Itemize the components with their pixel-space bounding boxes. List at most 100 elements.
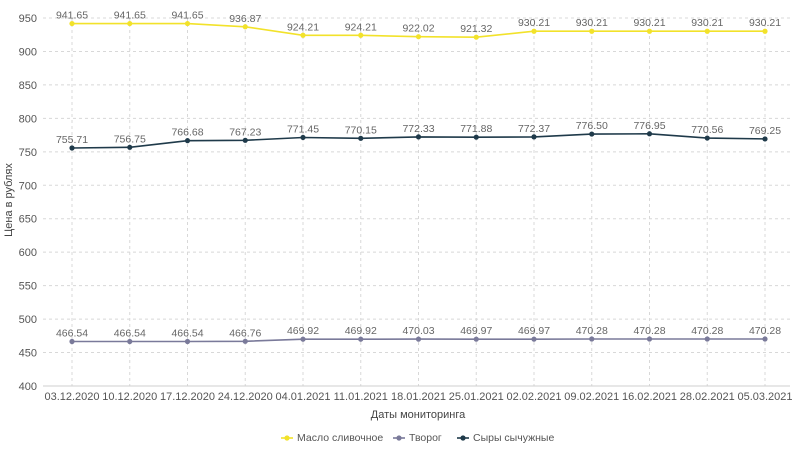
data-label: 941.65 (171, 10, 203, 22)
x-tick-label: 04.01.2021 (275, 391, 330, 403)
data-point (762, 28, 768, 34)
data-point (127, 144, 133, 150)
data-label: 770.56 (691, 124, 723, 136)
data-point (242, 24, 248, 30)
data-label: 470.03 (402, 325, 434, 337)
data-label: 767.23 (229, 126, 261, 138)
legend-swatch-marker (460, 435, 466, 441)
data-point (415, 34, 422, 40)
data-label: 769.25 (749, 125, 781, 137)
series (69, 336, 768, 345)
data-point (589, 336, 595, 342)
legend-item: Творог (393, 432, 442, 444)
axes: 400 450 500 550 600 650 700 750 800 850 900 950 03.1… (19, 13, 793, 403)
data-label: 930.21 (633, 17, 665, 29)
series (69, 20, 768, 40)
data-point (473, 134, 479, 140)
data-point (69, 145, 75, 151)
legend-label: Сыры сычужные (473, 432, 554, 444)
y-tick-label: 550 (19, 281, 37, 293)
data-point (415, 134, 422, 140)
y-tick-label: 900 (19, 46, 37, 58)
data-label: 776.50 (576, 120, 608, 132)
data-label: 922.02 (402, 23, 434, 35)
x-tick-label: 10.12.2020 (102, 391, 157, 403)
data-point (242, 137, 248, 143)
y-tick-label: 400 (19, 381, 37, 393)
data-label: 771.45 (287, 123, 319, 135)
y-tick-label: 750 (19, 147, 37, 159)
y-axis-title: Цена в рублях (3, 163, 15, 237)
data-point (589, 131, 595, 137)
data-point (531, 134, 537, 140)
legend-swatch-marker (284, 435, 290, 441)
series-group (69, 20, 768, 345)
data-point (704, 336, 710, 342)
data-point (127, 338, 133, 345)
data-point (762, 336, 768, 342)
data-label: 469.92 (345, 325, 377, 337)
data-point (300, 32, 306, 38)
y-tick-label: 650 (19, 214, 37, 226)
x-tick-label: 11.01.2021 (334, 391, 388, 403)
data-label: 470.28 (691, 325, 723, 337)
data-point (704, 28, 710, 34)
legend-label: Творог (409, 432, 442, 444)
data-point (69, 20, 75, 27)
x-tick-label: 16.02.2021 (622, 391, 677, 403)
data-point (184, 338, 191, 345)
y-tick-label: 600 (19, 247, 37, 259)
data-label: 772.37 (518, 123, 550, 135)
data-label: 930.21 (691, 17, 723, 29)
data-point (415, 336, 422, 342)
data-point (531, 336, 537, 342)
data-point (358, 336, 364, 342)
data-point (184, 138, 191, 144)
data-point (589, 28, 595, 34)
data-label: 466.54 (56, 327, 88, 339)
x-tick-label: 17.12.2020 (160, 391, 215, 403)
x-tick-label: 09.02.2021 (564, 391, 619, 403)
data-point (69, 338, 75, 345)
data-label: 930.21 (576, 17, 608, 29)
y-tick-label: 450 (19, 348, 37, 360)
data-point (184, 20, 191, 27)
data-label: 466.76 (229, 327, 261, 339)
x-tick-label: 05.03.2021 (737, 391, 792, 403)
data-label: 466.54 (171, 327, 203, 339)
legend-label: Масло сливочное (297, 432, 383, 444)
data-point (300, 134, 306, 141)
x-tick-label: 25.01.2021 (449, 391, 504, 403)
x-tick-label: 28.02.2021 (680, 391, 735, 403)
x-axis-title: Даты мониторинга (371, 409, 466, 421)
y-tick-label: 800 (19, 113, 37, 125)
legend-item: Сыры сычужные (457, 432, 554, 444)
data-point (704, 135, 710, 141)
x-tick-label: 03.12.2020 (44, 391, 99, 403)
data-point (300, 336, 306, 342)
data-label: 770.15 (345, 124, 377, 136)
data-point (358, 135, 364, 141)
data-label: 469.97 (460, 325, 492, 337)
data-label: 470.28 (633, 325, 665, 337)
data-label: 766.68 (171, 127, 203, 139)
data-point (473, 336, 479, 342)
data-point (473, 34, 479, 40)
data-label: 469.97 (518, 325, 550, 337)
data-label: 941.65 (56, 10, 88, 22)
data-label: 755.71 (56, 134, 88, 146)
data-label: 756.75 (114, 133, 146, 145)
legend-swatch-marker (396, 435, 402, 441)
x-tick-label: 24.12.2020 (218, 391, 273, 403)
data-label: 466.54 (114, 327, 146, 339)
data-label: 930.21 (518, 17, 550, 29)
data-point (242, 338, 248, 344)
data-label: 936.87 (229, 13, 261, 25)
data-point (646, 131, 653, 137)
x-tick-label: 02.02.2021 (506, 391, 561, 403)
data-point (762, 136, 768, 142)
y-tick-label: 700 (19, 180, 37, 192)
data-label: 776.95 (633, 120, 665, 132)
y-tick-label: 850 (19, 80, 37, 92)
